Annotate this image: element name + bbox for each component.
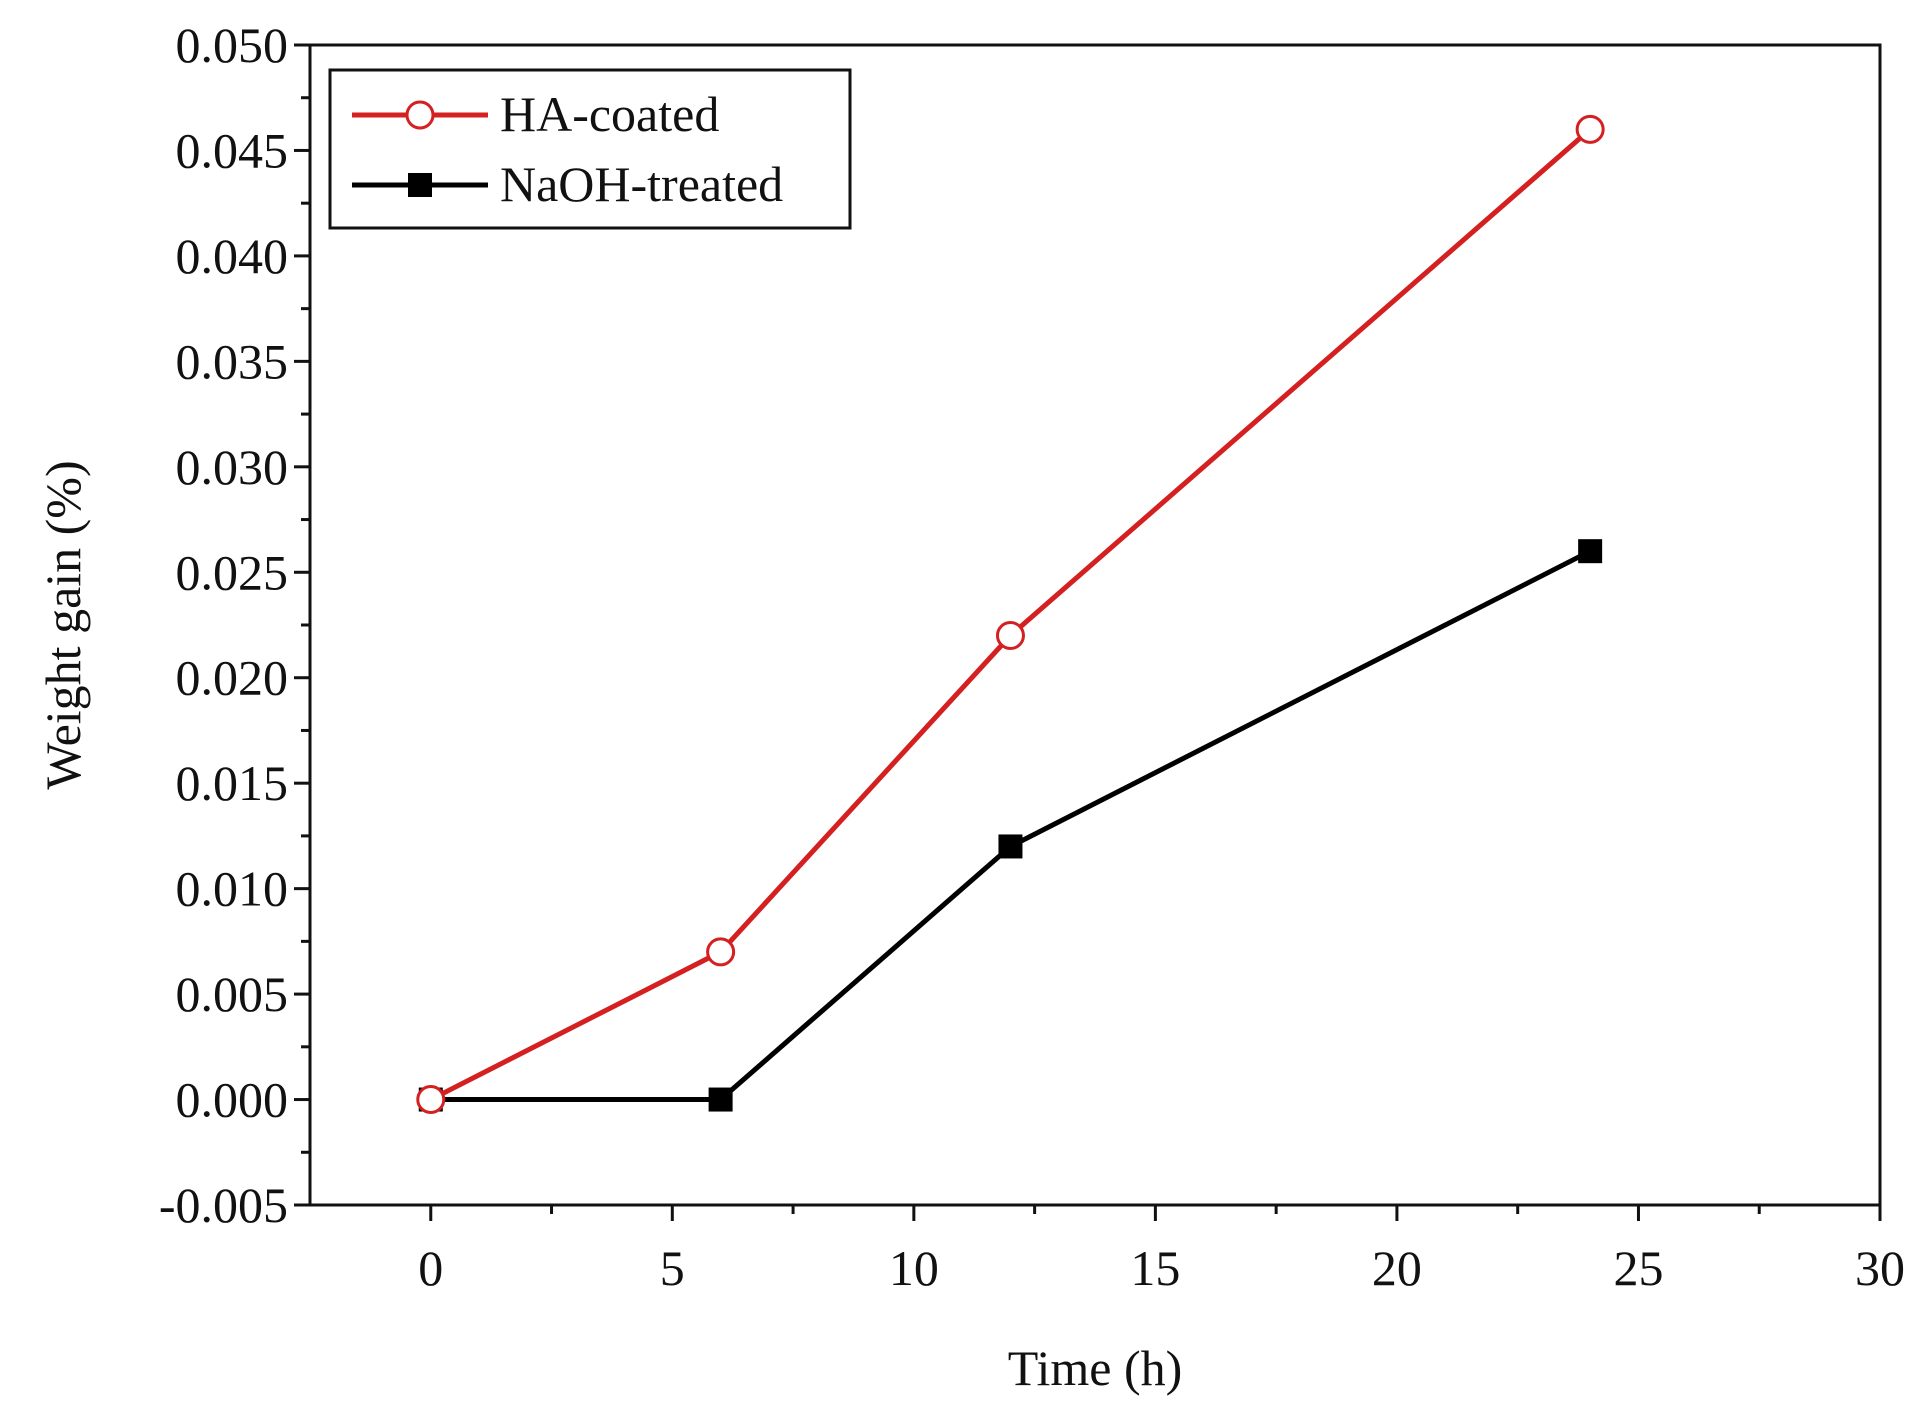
y-tick-label: 0.045 [176, 122, 289, 178]
legend-label-naoh-treated: NaOH-treated [500, 156, 783, 212]
data-point-ha-coated [706, 937, 736, 967]
y-tick-label: 0.000 [176, 1072, 289, 1128]
data-point-ha-coated [416, 1085, 446, 1115]
y-tick-label: 0.040 [176, 228, 289, 284]
x-tick-label: 5 [660, 1240, 685, 1296]
y-tick-label: 0.005 [176, 966, 289, 1022]
data-point-ha-coated [1575, 114, 1605, 144]
series-line-naoh-treated [430, 548, 1592, 1103]
y-tick-label: 0.025 [176, 544, 289, 600]
y-tick-label: 0.050 [176, 17, 289, 73]
legend-frame [328, 68, 852, 230]
legend: HA-coated NaOH-treated [328, 68, 852, 230]
x-tick-label: 15 [1130, 1240, 1180, 1296]
x-tick-label: 10 [889, 1240, 939, 1296]
x-tick-label: 0 [418, 1240, 443, 1296]
data-point-ha-coated [995, 621, 1025, 651]
legend-marker-naoh-treated [408, 173, 432, 197]
legend-marker-ha-coated [405, 100, 435, 130]
data-point-naoh-treated [998, 834, 1023, 859]
legend-label-ha-coated: HA-coated [500, 86, 719, 142]
y-tick-label: 0.035 [176, 333, 289, 389]
data-point-naoh-treated [708, 1087, 733, 1112]
x-axis-title: Time (h) [1008, 1340, 1183, 1396]
x-tick-label: 25 [1613, 1240, 1663, 1296]
y-tick-label: -0.005 [159, 1177, 288, 1233]
y-tick-label: 0.015 [176, 755, 289, 811]
y-tick-label: 0.020 [176, 650, 289, 706]
data-point-naoh-treated [1578, 539, 1603, 564]
y-tick-label: 0.030 [176, 439, 289, 495]
series-line-ha-coated [429, 127, 1592, 1102]
x-tick-label: 30 [1855, 1240, 1905, 1296]
y-tick-label: 0.010 [176, 861, 289, 917]
y-axis-title: Weight gain (%) [35, 460, 91, 789]
x-tick-label: 20 [1372, 1240, 1422, 1296]
